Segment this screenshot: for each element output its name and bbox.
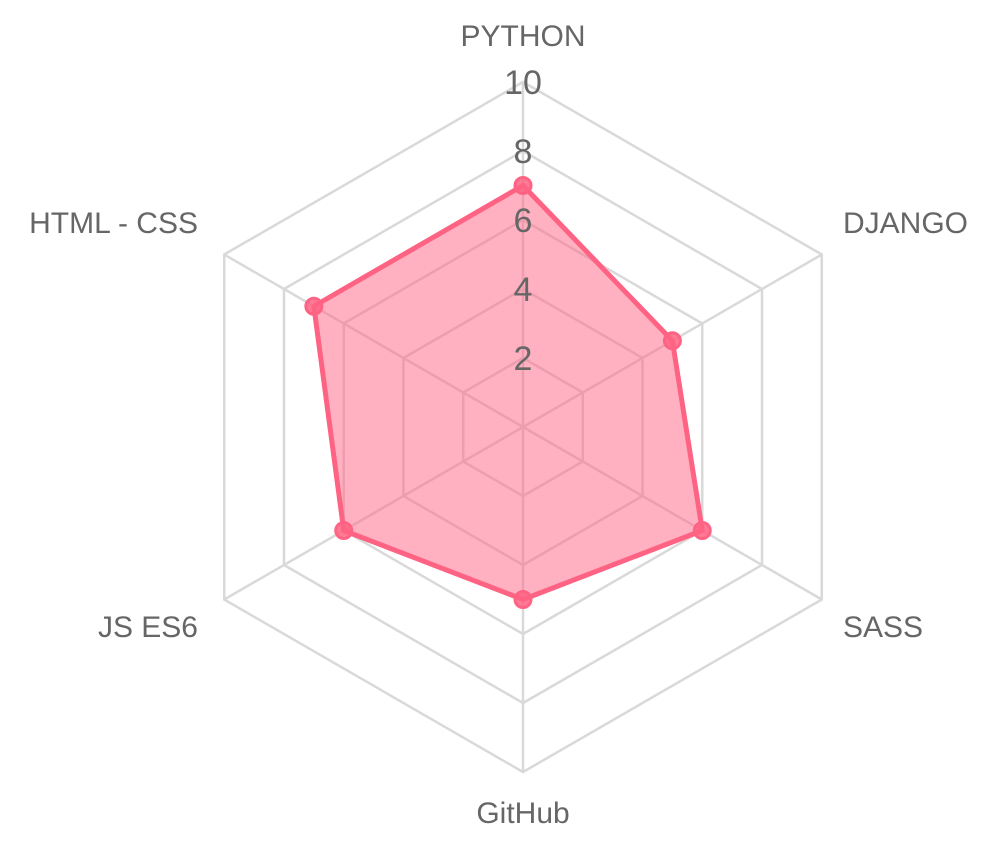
data-point[interactable]: [513, 176, 533, 195]
data-point[interactable]: [304, 296, 324, 316]
axis-label: PYTHON: [460, 20, 585, 53]
data-series: [304, 176, 712, 609]
tick-label: 10: [504, 64, 542, 102]
data-point[interactable]: [513, 590, 533, 609]
axis-label: HTML - CSS: [29, 207, 198, 240]
data-point[interactable]: [692, 521, 712, 540]
axis-label: DJANGO: [843, 207, 968, 240]
data-point[interactable]: [334, 521, 354, 540]
series-area: [311, 183, 705, 602]
tick-labels: 2 4 6 8 10: [504, 64, 542, 378]
tick-label: 4: [514, 271, 533, 309]
axis-label: JS ES6: [98, 611, 198, 644]
tick-label: 8: [514, 133, 533, 171]
axis-label: SASS: [843, 611, 923, 644]
axis-label: GitHub: [476, 797, 569, 830]
tick-label: 6: [514, 202, 533, 240]
data-point[interactable]: [662, 331, 682, 351]
tick-label: 2: [514, 340, 533, 378]
axis-labels: PYTHON DJANGO SASS GitHub JS ES6 HTML - CSS: [29, 20, 968, 830]
